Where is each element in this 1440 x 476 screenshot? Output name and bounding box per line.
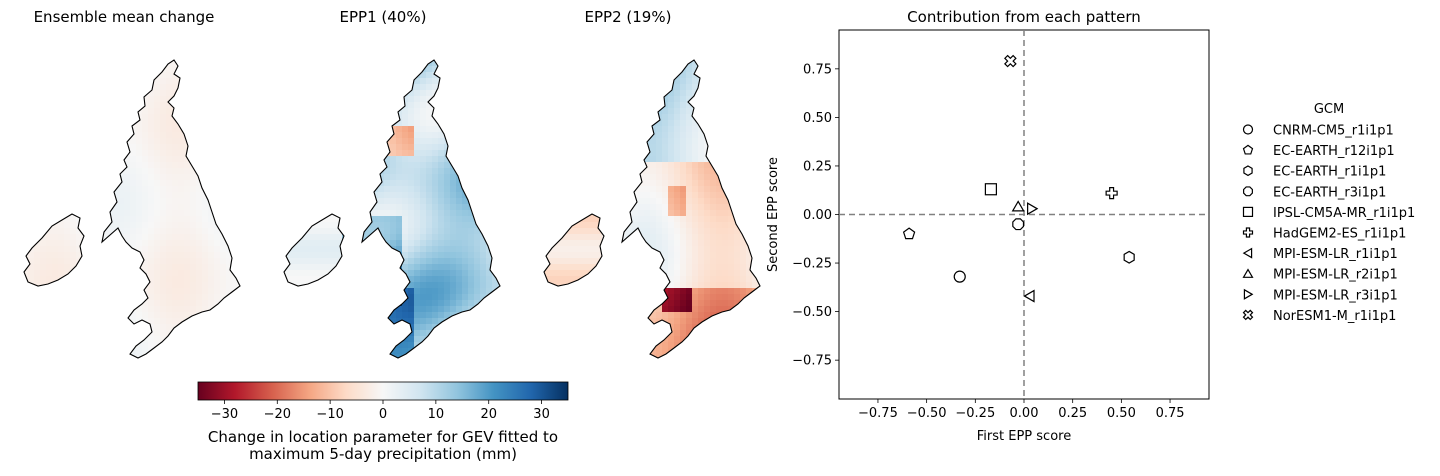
legend-label: MPI-ESM-LR_r2i1p1: [1273, 268, 1398, 283]
colorbar-tick-label: −20: [264, 407, 291, 422]
x-tick-label: −0.25: [955, 406, 995, 421]
legend-marker-6: [1244, 228, 1253, 237]
map-field: [542, 42, 777, 373]
map-field: [282, 42, 517, 373]
colorbar-tick-label: 20: [480, 407, 497, 422]
colorbar-tick-label: −10: [316, 407, 343, 422]
legend-marker-9: [1244, 290, 1252, 299]
scatter-point-1: [954, 271, 965, 282]
x-tick-label: 0.50: [1107, 406, 1136, 421]
scatter-panel: Contribution from each pattern −0.75 −0.50…: [766, 8, 1209, 444]
y-tick-label: −0.50: [792, 305, 832, 320]
maps-layer: Ensemble mean change EPP1 (40%) EPP2 (19%): [22, 8, 777, 373]
legend-label: EC-EARTH_r1i1p1: [1273, 165, 1386, 180]
legend-label: MPI-ESM-LR_r1i1p1: [1273, 247, 1398, 262]
legend-marker-5: [1244, 207, 1253, 216]
colorbar-tick-label: 0: [379, 407, 387, 422]
scatter-point-2: [904, 228, 915, 238]
y-tick-label: 0.50: [803, 111, 832, 126]
scatter-title: Contribution from each pattern: [907, 8, 1141, 26]
map-panel-2: EPP1 (40%): [282, 8, 517, 373]
legend-marker-10: [1244, 310, 1253, 319]
x-tick-label: −0.50: [907, 406, 947, 421]
scatter-point-4: [1013, 219, 1024, 230]
colorbar-label-line1: Change in location parameter for GEV fit…: [208, 428, 558, 446]
y-tick-label: −0.25: [792, 257, 832, 272]
legend-label: IPSL-CM5A-MR_r1i1p1: [1273, 206, 1415, 221]
y-axis-label: Second EPP score: [766, 157, 781, 272]
map-field: [22, 42, 257, 373]
scatter-point-3: [1124, 251, 1134, 263]
scatter-point-7: [1025, 291, 1034, 302]
scatter-point-9: [1028, 203, 1037, 214]
legend-marker-1: [1244, 125, 1253, 134]
map-title: EPP1 (40%): [340, 8, 427, 26]
scatter-point-8: [1013, 201, 1024, 210]
y-tick-label: 0.25: [803, 159, 832, 174]
legend-label: MPI-ESM-LR_r3i1p1: [1273, 288, 1398, 303]
colorbar-tick-label: −30: [211, 407, 238, 422]
legend-marker-2: [1244, 145, 1253, 154]
x-tick-label: 0.25: [1058, 406, 1087, 421]
colorbar-ramp: [198, 382, 568, 400]
legend-label: HadGEM2-ES_r1i1p1: [1273, 227, 1406, 242]
legend-label: EC-EARTH_r12i1p1: [1273, 144, 1395, 159]
colorbar-tick-label: 30: [533, 407, 550, 422]
colorbar-label-line2: maximum 5-day precipitation (mm): [249, 445, 517, 463]
legend-marker-7: [1244, 249, 1252, 258]
map-title: EPP2 (19%): [585, 8, 672, 26]
y-tick-label: 0.75: [803, 62, 832, 77]
colorbar: −30 −20 −10 0 10 20 30 Change in location param…: [198, 382, 568, 463]
legend-title: GCM: [1314, 102, 1344, 117]
map-panel-3: EPP2 (19%): [542, 8, 777, 373]
legend-marker-8: [1244, 270, 1253, 278]
legend-label: EC-EARTH_r3i1p1: [1273, 185, 1386, 200]
scatter-point-5: [985, 184, 996, 195]
y-tick-label: −0.75: [792, 354, 832, 369]
map-panel-1: Ensemble mean change: [22, 8, 257, 373]
legend-marker-4: [1244, 187, 1253, 196]
scatter-point-10: [1005, 56, 1016, 67]
x-tick-label: 0.00: [1010, 406, 1039, 421]
legend-label: NorESM1-M_r1i1p1: [1273, 309, 1396, 324]
legend-label: CNRM-CM5_r1i1p1: [1273, 124, 1394, 139]
y-tick-label: 0.00: [803, 208, 832, 223]
x-tick-label: −0.75: [858, 406, 898, 421]
legend-marker-3: [1244, 166, 1252, 175]
colorbar-tick-label: 10: [428, 407, 445, 422]
x-tick-label: 0.75: [1156, 406, 1185, 421]
x-axis-label: First EPP score: [977, 429, 1071, 444]
scatter-point-6: [1106, 188, 1117, 199]
map-title: Ensemble mean change: [34, 8, 215, 26]
legend: GCM CNRM-CM5_r1i1p1 EC-EARTH_r12i1p1 EC-EAR…: [1244, 102, 1416, 324]
